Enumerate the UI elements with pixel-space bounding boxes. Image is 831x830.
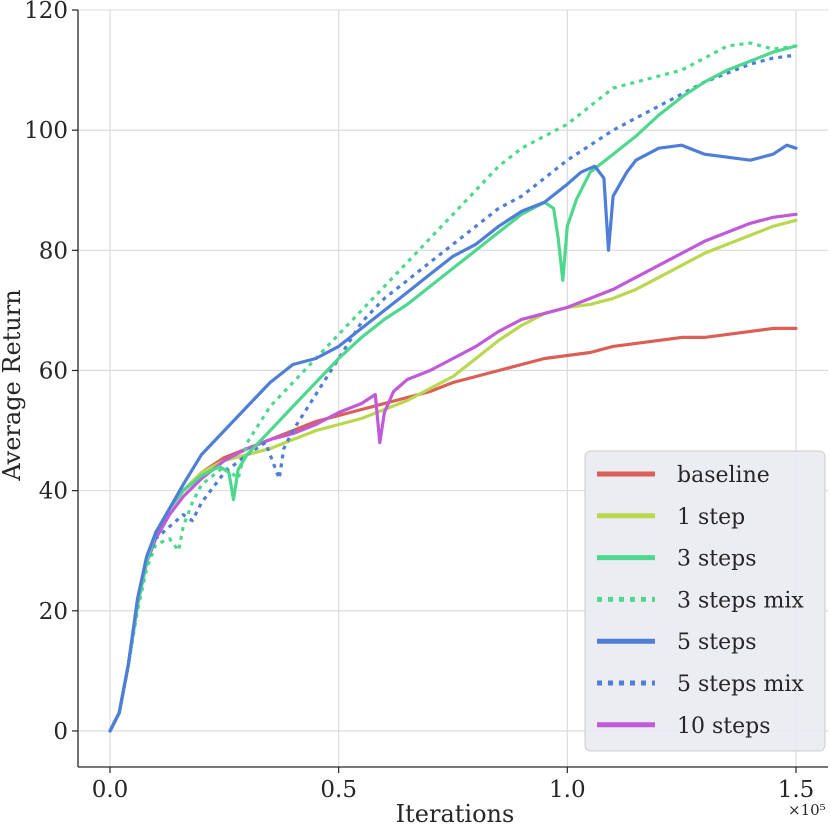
x-tick-label: 0.0 [92,777,129,803]
x-axis-label: Iterations [396,800,515,828]
legend: baseline 1 step 3 steps 3 steps mix 5 steps 5… [584,450,826,752]
x-tick-label: 0.5 [320,777,357,803]
y-tick-label: 40 [39,479,68,505]
legend-label: 5 steps mix [677,672,804,697]
legend-label: 3 steps [677,547,757,572]
series-layer [108,41,798,733]
legend-label: 1 step [677,505,745,530]
legend-label: 5 steps [677,630,757,655]
y-axis-label: Average Return [0,289,26,481]
grid [78,9,828,767]
y-tick-label: 60 [39,358,68,384]
x-ticks: 0.0 0.5 1.0 1.5 [92,767,815,803]
x-tick-label: 1.0 [549,777,586,803]
legend-label: baseline [677,463,770,488]
legend-label: 3 steps mix [677,588,804,613]
series-line-3-steps-mix [108,41,797,732]
series-line-5-steps [108,143,798,733]
axes [77,10,828,768]
y-tick-label: 0 [53,719,68,745]
series-line-3-steps [108,44,798,733]
y-tick-label: 120 [24,0,68,24]
legend-label: 10 steps [677,714,771,739]
y-tick-label: 80 [39,238,68,264]
y-ticks: 0 20 40 60 80 100 120 [24,0,78,745]
x-tick-label: 1.5 [778,777,815,803]
legend-box [584,450,826,752]
x-axis-multiplier: ×10⁵ [788,801,826,819]
y-tick-label: 100 [24,118,68,144]
series-line-10-steps [108,212,798,733]
y-tick-label: 20 [39,599,68,625]
